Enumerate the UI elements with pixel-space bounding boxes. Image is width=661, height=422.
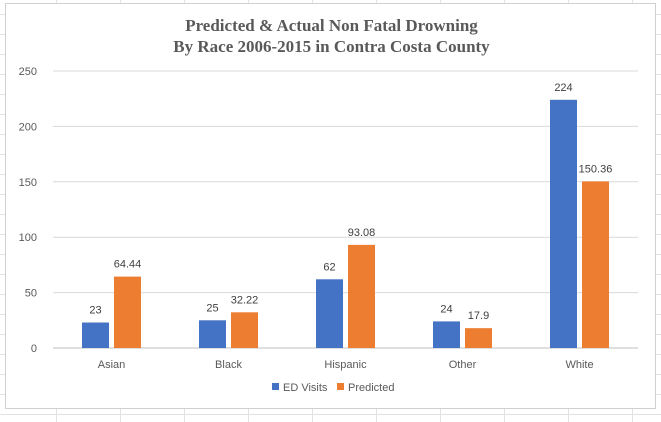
bar-ed-visits-black: [199, 320, 226, 348]
chart-title-line-1: Predicted & Actual Non Fatal Drowning: [185, 16, 478, 35]
legend-label-ed-visits: ED Visits: [283, 382, 328, 394]
data-label: 150.36: [579, 163, 613, 175]
chart-title-line-2: By Race 2006-2015 in Contra Costa County: [173, 37, 490, 56]
data-label: 224: [554, 82, 572, 94]
bar-ed-visits-asian: [82, 322, 109, 348]
bar-ed-visits-white: [550, 99, 577, 348]
data-label: 25: [206, 302, 218, 314]
bar-predicted-black: [231, 312, 258, 348]
legend-swatch-predicted: [337, 383, 344, 390]
data-label: 23: [89, 305, 101, 317]
legend-swatch-ed-visits: [272, 383, 279, 390]
y-tick-label: 100: [19, 232, 37, 244]
bar-predicted-hispanic: [348, 244, 375, 348]
x-tick-label-black: Black: [215, 359, 242, 371]
chart-title: Predicted & Actual Non Fatal Drowning By…: [6, 15, 657, 57]
bar-predicted-other: [465, 328, 492, 348]
x-tick-label-hispanic: Hispanic: [324, 359, 367, 371]
y-tick-label: 150: [19, 177, 37, 189]
bar-predicted-white: [582, 181, 609, 348]
chart-plot: 0 50 100 150 200 250 23 64.44 Asian 25 32.22 Black 6…: [19, 66, 638, 394]
data-label: 32.22: [231, 294, 259, 306]
y-tick-label: 250: [19, 66, 37, 78]
data-label: 93.08: [348, 227, 376, 239]
data-label: 24: [440, 303, 452, 315]
x-tick-label-other: Other: [449, 359, 477, 371]
x-tick-label-white: White: [565, 359, 593, 371]
bar-ed-visits-other: [433, 321, 460, 348]
chart-area[interactable]: Predicted & Actual Non Fatal Drowning By…: [5, 3, 656, 409]
y-tick-label: 0: [31, 343, 37, 355]
bar-ed-visits-hispanic: [316, 279, 343, 348]
x-tick-label-asian: Asian: [98, 359, 126, 371]
bar-predicted-asian: [114, 276, 141, 348]
data-label: 64.44: [114, 259, 142, 271]
data-label: 17.9: [468, 310, 489, 322]
data-label: 62: [323, 261, 335, 273]
legend-label-predicted: Predicted: [348, 382, 394, 394]
y-tick-label: 50: [25, 288, 37, 300]
y-tick-label: 200: [19, 121, 37, 133]
